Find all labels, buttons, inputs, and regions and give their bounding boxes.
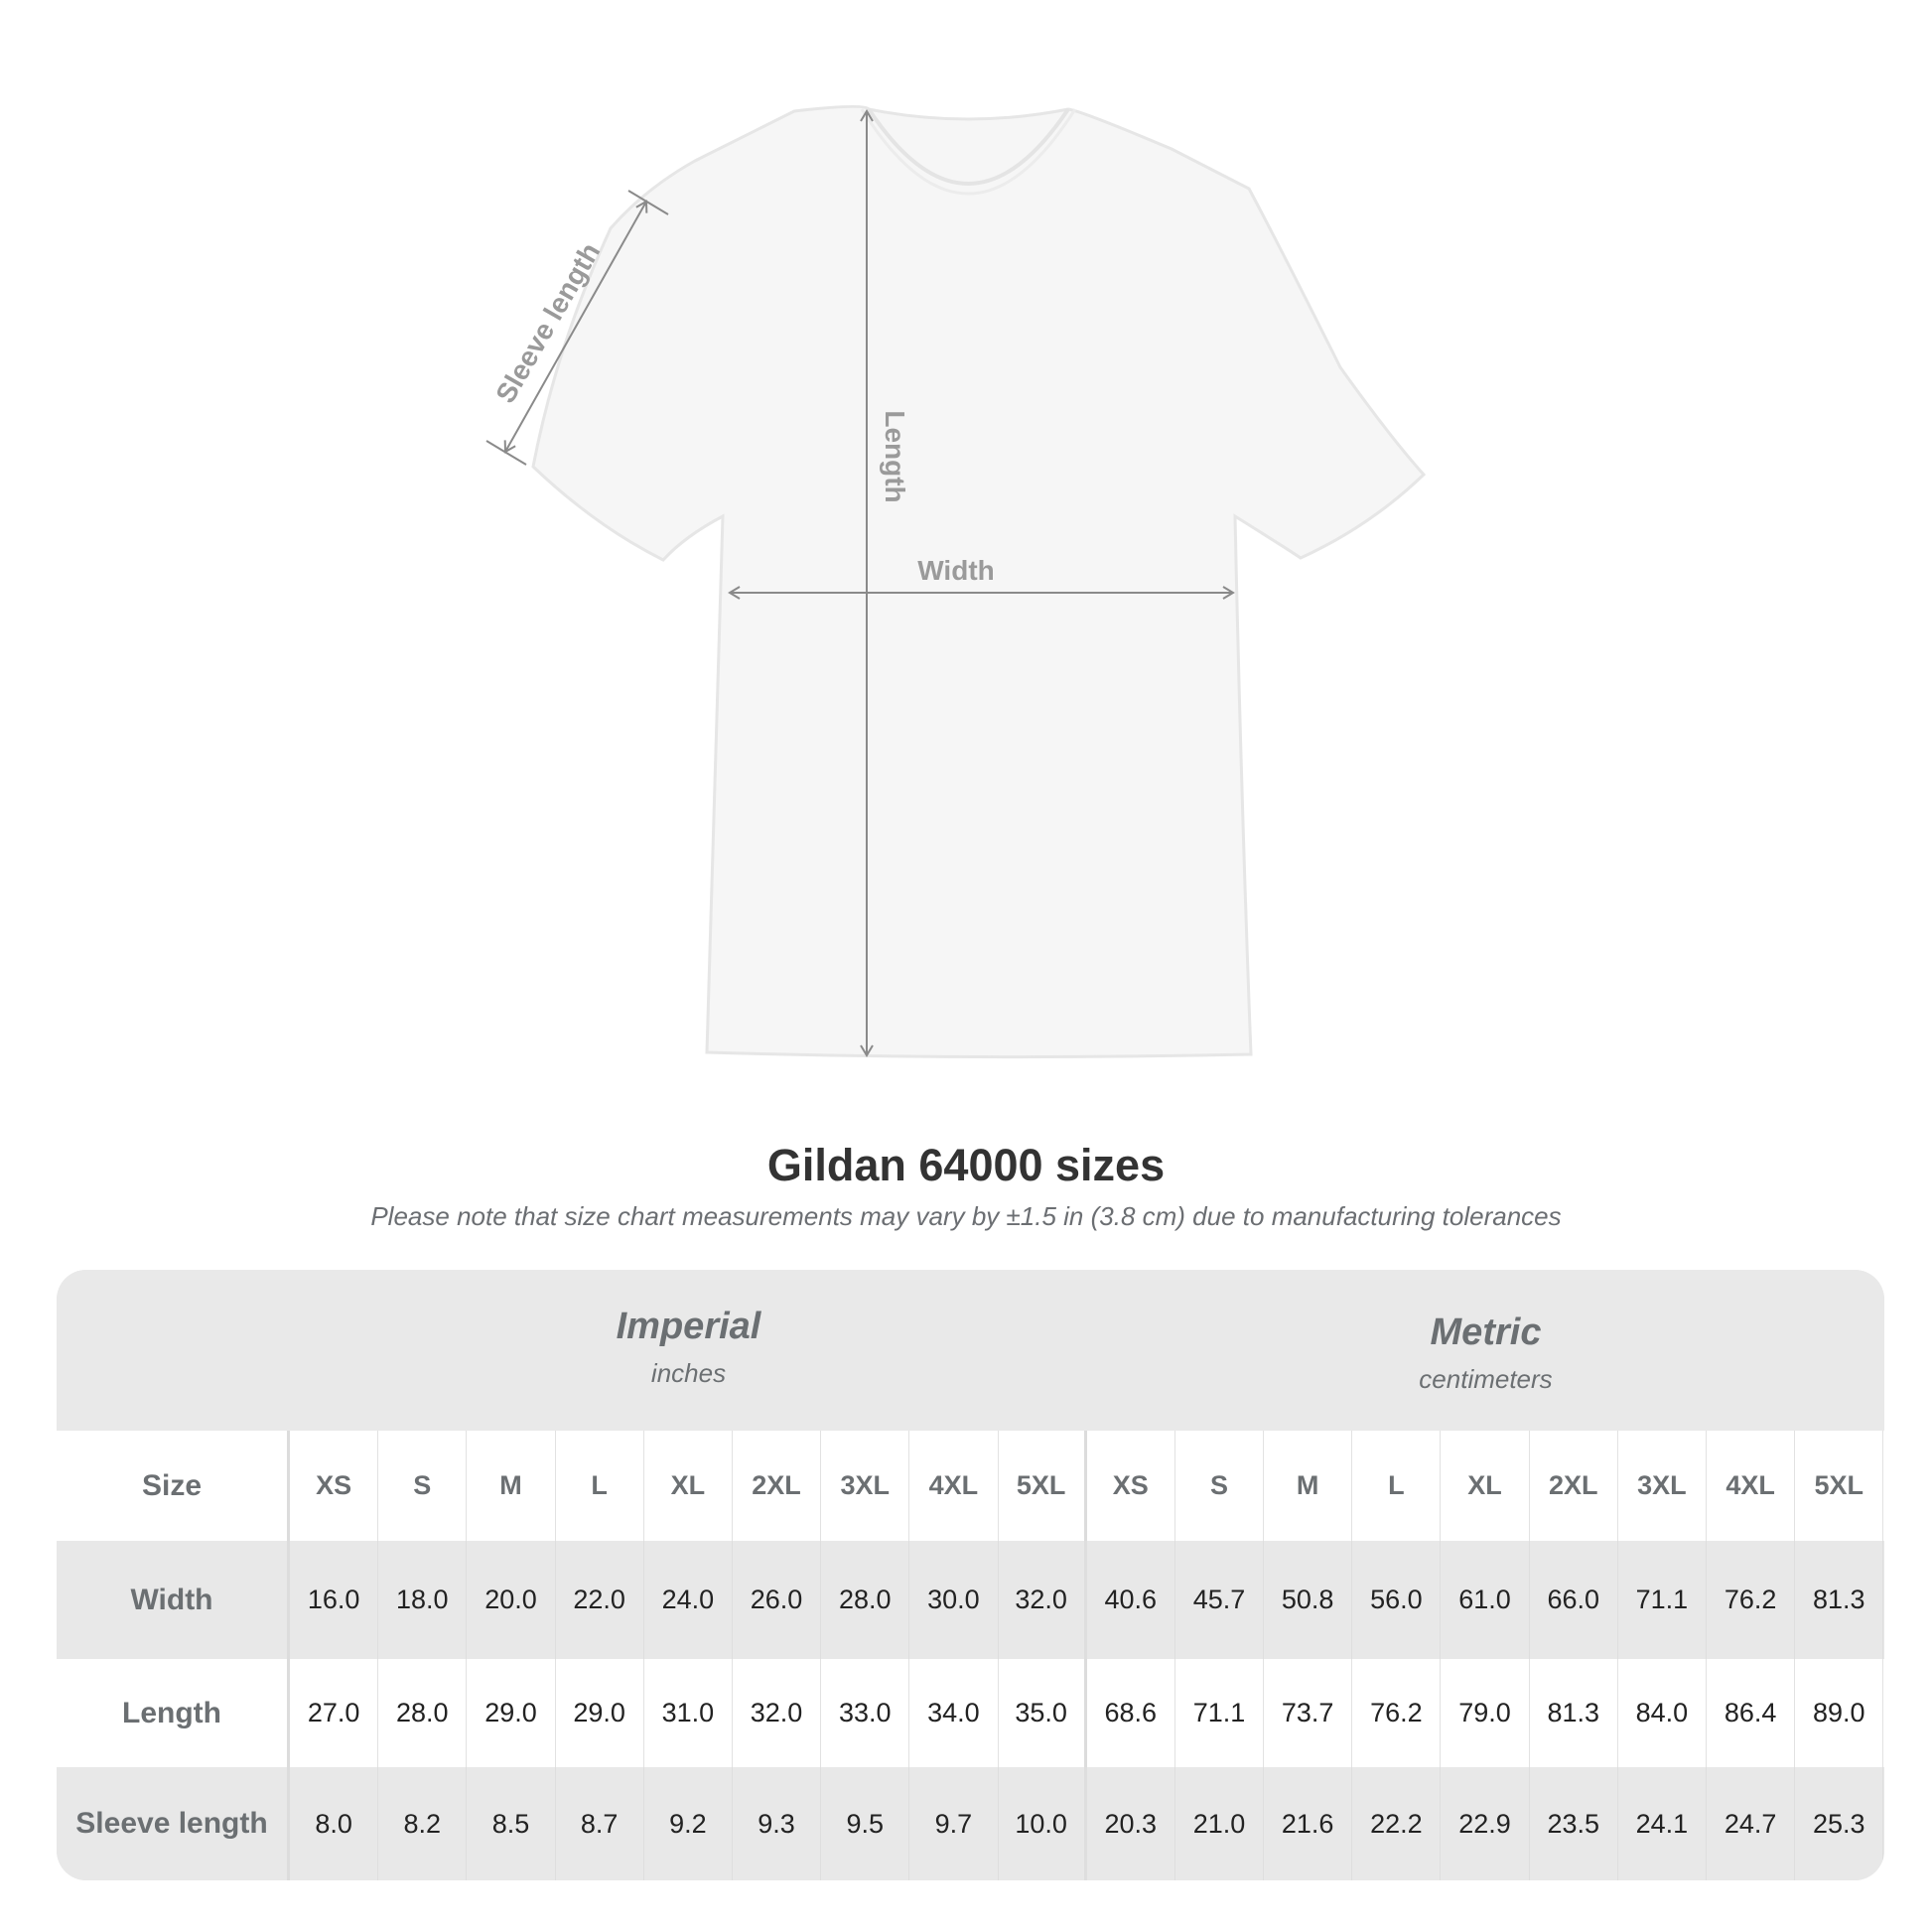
page-title: Gildan 64000 sizes	[766, 1140, 1166, 1190]
imperial-value-cell: 29.0	[467, 1659, 556, 1767]
imperial-value-cell: 32.0	[999, 1541, 1087, 1659]
metric-value-cell: 50.8	[1264, 1541, 1353, 1659]
imperial-value-cell: 28.0	[378, 1659, 468, 1767]
imperial-value-cell: 33.0	[821, 1659, 910, 1767]
size-imperial-cell: XL	[644, 1431, 733, 1541]
metric-value-cell: 89.0	[1795, 1659, 1884, 1767]
size-metric-cell: M	[1264, 1431, 1353, 1541]
imperial-value-cell: 8.5	[467, 1767, 556, 1880]
metric-value-cell: 81.3	[1530, 1659, 1618, 1767]
metric-value-cell: 22.2	[1352, 1767, 1442, 1880]
imperial-value-cell: 32.0	[733, 1659, 822, 1767]
metric-value-cell: 71.1	[1618, 1541, 1707, 1659]
metric-value-cell: 73.7	[1264, 1659, 1353, 1767]
imperial-value-cell: 26.0	[733, 1541, 822, 1659]
imperial-value-cell: 9.3	[733, 1767, 822, 1880]
imperial-value-cell: 20.0	[467, 1541, 556, 1659]
imperial-value-cell: 30.0	[909, 1541, 999, 1659]
imperial-title: Imperial	[616, 1306, 761, 1347]
imperial-value-cell: 18.0	[378, 1541, 468, 1659]
table-row: Length 27.0 28.0 29.0 29.0 31.0 32.0 33.0 34.0 35…	[57, 1659, 1884, 1767]
tolerance-note: Please note that size chart measurements…	[370, 1201, 1562, 1231]
size-metric-cell: XL	[1441, 1431, 1530, 1541]
size-table: Imperial inches Metric centimeters Size X…	[57, 1270, 1884, 1880]
sleeve-arrow	[503, 200, 648, 454]
metric-title: Metric	[1430, 1311, 1542, 1353]
metric-value-cell: 45.7	[1175, 1541, 1265, 1659]
size-metric-cell: 4XL	[1707, 1431, 1796, 1541]
imperial-value-cell: 10.0	[999, 1767, 1087, 1880]
tshirt-shape	[531, 104, 1427, 1059]
metric-value-cell: 86.4	[1707, 1659, 1796, 1767]
imperial-value-cell: 8.2	[378, 1767, 468, 1880]
metric-value-cell: 61.0	[1441, 1541, 1530, 1659]
size-metric-cell: 2XL	[1530, 1431, 1618, 1541]
imperial-value-cell: 8.0	[290, 1767, 379, 1880]
metric-value-cell: 79.0	[1441, 1659, 1530, 1767]
size-metric-cell: L	[1352, 1431, 1442, 1541]
metric-header: Metric centimeters	[1087, 1311, 1884, 1395]
metric-unit: centimeters	[1419, 1364, 1553, 1394]
imperial-value-cell: 29.0	[556, 1659, 644, 1767]
metric-value-cell: 23.5	[1530, 1767, 1618, 1880]
tshirt-diagram: Sleeve length Length Width	[485, 104, 1427, 1059]
size-imperial-cell: 5XL	[999, 1431, 1087, 1541]
imperial-value-cell: 22.0	[556, 1541, 644, 1659]
imperial-value-cell: 9.5	[821, 1767, 910, 1880]
size-metric-cell: 3XL	[1618, 1431, 1707, 1541]
metric-value-cell: 66.0	[1530, 1541, 1618, 1659]
table-header: Imperial inches Metric centimeters	[57, 1270, 1884, 1431]
width-label: Width	[917, 555, 995, 586]
metric-value-cell: 68.6	[1087, 1659, 1175, 1767]
length-label: Length	[880, 410, 910, 502]
row-label: Size	[57, 1431, 290, 1541]
row-label: Width	[57, 1541, 290, 1659]
imperial-value-cell: 31.0	[644, 1659, 733, 1767]
imperial-value-cell: 24.0	[644, 1541, 733, 1659]
imperial-value-cell: 16.0	[290, 1541, 379, 1659]
metric-value-cell: 24.7	[1707, 1767, 1796, 1880]
metric-value-cell: 76.2	[1352, 1659, 1442, 1767]
imperial-value-cell: 28.0	[821, 1541, 910, 1659]
metric-value-cell: 81.3	[1795, 1541, 1884, 1659]
imperial-value-cell: 9.2	[644, 1767, 733, 1880]
imperial-value-cell: 34.0	[909, 1659, 999, 1767]
imperial-value-cell: 8.7	[556, 1767, 644, 1880]
table-row: Width 16.0 18.0 20.0 22.0 24.0 26.0 28.0 30.0 32.…	[57, 1541, 1884, 1659]
size-imperial-cell: S	[378, 1431, 468, 1541]
size-imperial-cell: 2XL	[733, 1431, 822, 1541]
metric-value-cell: 22.9	[1441, 1767, 1530, 1880]
table-row: Sleeve length 8.0 8.2 8.5 8.7 9.2 9.3 9.5 9.7 10.…	[57, 1767, 1884, 1880]
size-metric-cell: S	[1175, 1431, 1265, 1541]
size-imperial-cell: 4XL	[909, 1431, 999, 1541]
size-metric-cell: 5XL	[1795, 1431, 1884, 1541]
metric-value-cell: 84.0	[1618, 1659, 1707, 1767]
size-header-row: Size XS S M L XL 2XL 3XL 4XL 5XL XS S M L XL 2XL 3XL 4XL 5…	[57, 1431, 1884, 1541]
metric-value-cell: 40.6	[1087, 1541, 1175, 1659]
row-label: Sleeve length	[57, 1767, 290, 1880]
imperial-unit: inches	[650, 1358, 727, 1388]
metric-value-cell: 21.0	[1175, 1767, 1265, 1880]
metric-value-cell: 21.6	[1264, 1767, 1353, 1880]
size-imperial-cell: XS	[290, 1431, 379, 1541]
size-imperial-cell: 3XL	[821, 1431, 910, 1541]
metric-value-cell: 20.3	[1087, 1767, 1175, 1880]
metric-value-cell: 25.3	[1795, 1767, 1884, 1880]
imperial-value-cell: 27.0	[290, 1659, 379, 1767]
size-imperial-cell: L	[556, 1431, 644, 1541]
metric-value-cell: 76.2	[1707, 1541, 1796, 1659]
metric-value-cell: 56.0	[1352, 1541, 1442, 1659]
imperial-value-cell: 9.7	[909, 1767, 999, 1880]
size-imperial-cell: M	[467, 1431, 556, 1541]
metric-value-cell: 24.1	[1618, 1767, 1707, 1880]
imperial-value-cell: 35.0	[999, 1659, 1087, 1767]
imperial-header: Imperial inches	[290, 1306, 1087, 1389]
row-label: Length	[57, 1659, 290, 1767]
metric-value-cell: 71.1	[1175, 1659, 1265, 1767]
size-metric-cell: XS	[1087, 1431, 1175, 1541]
